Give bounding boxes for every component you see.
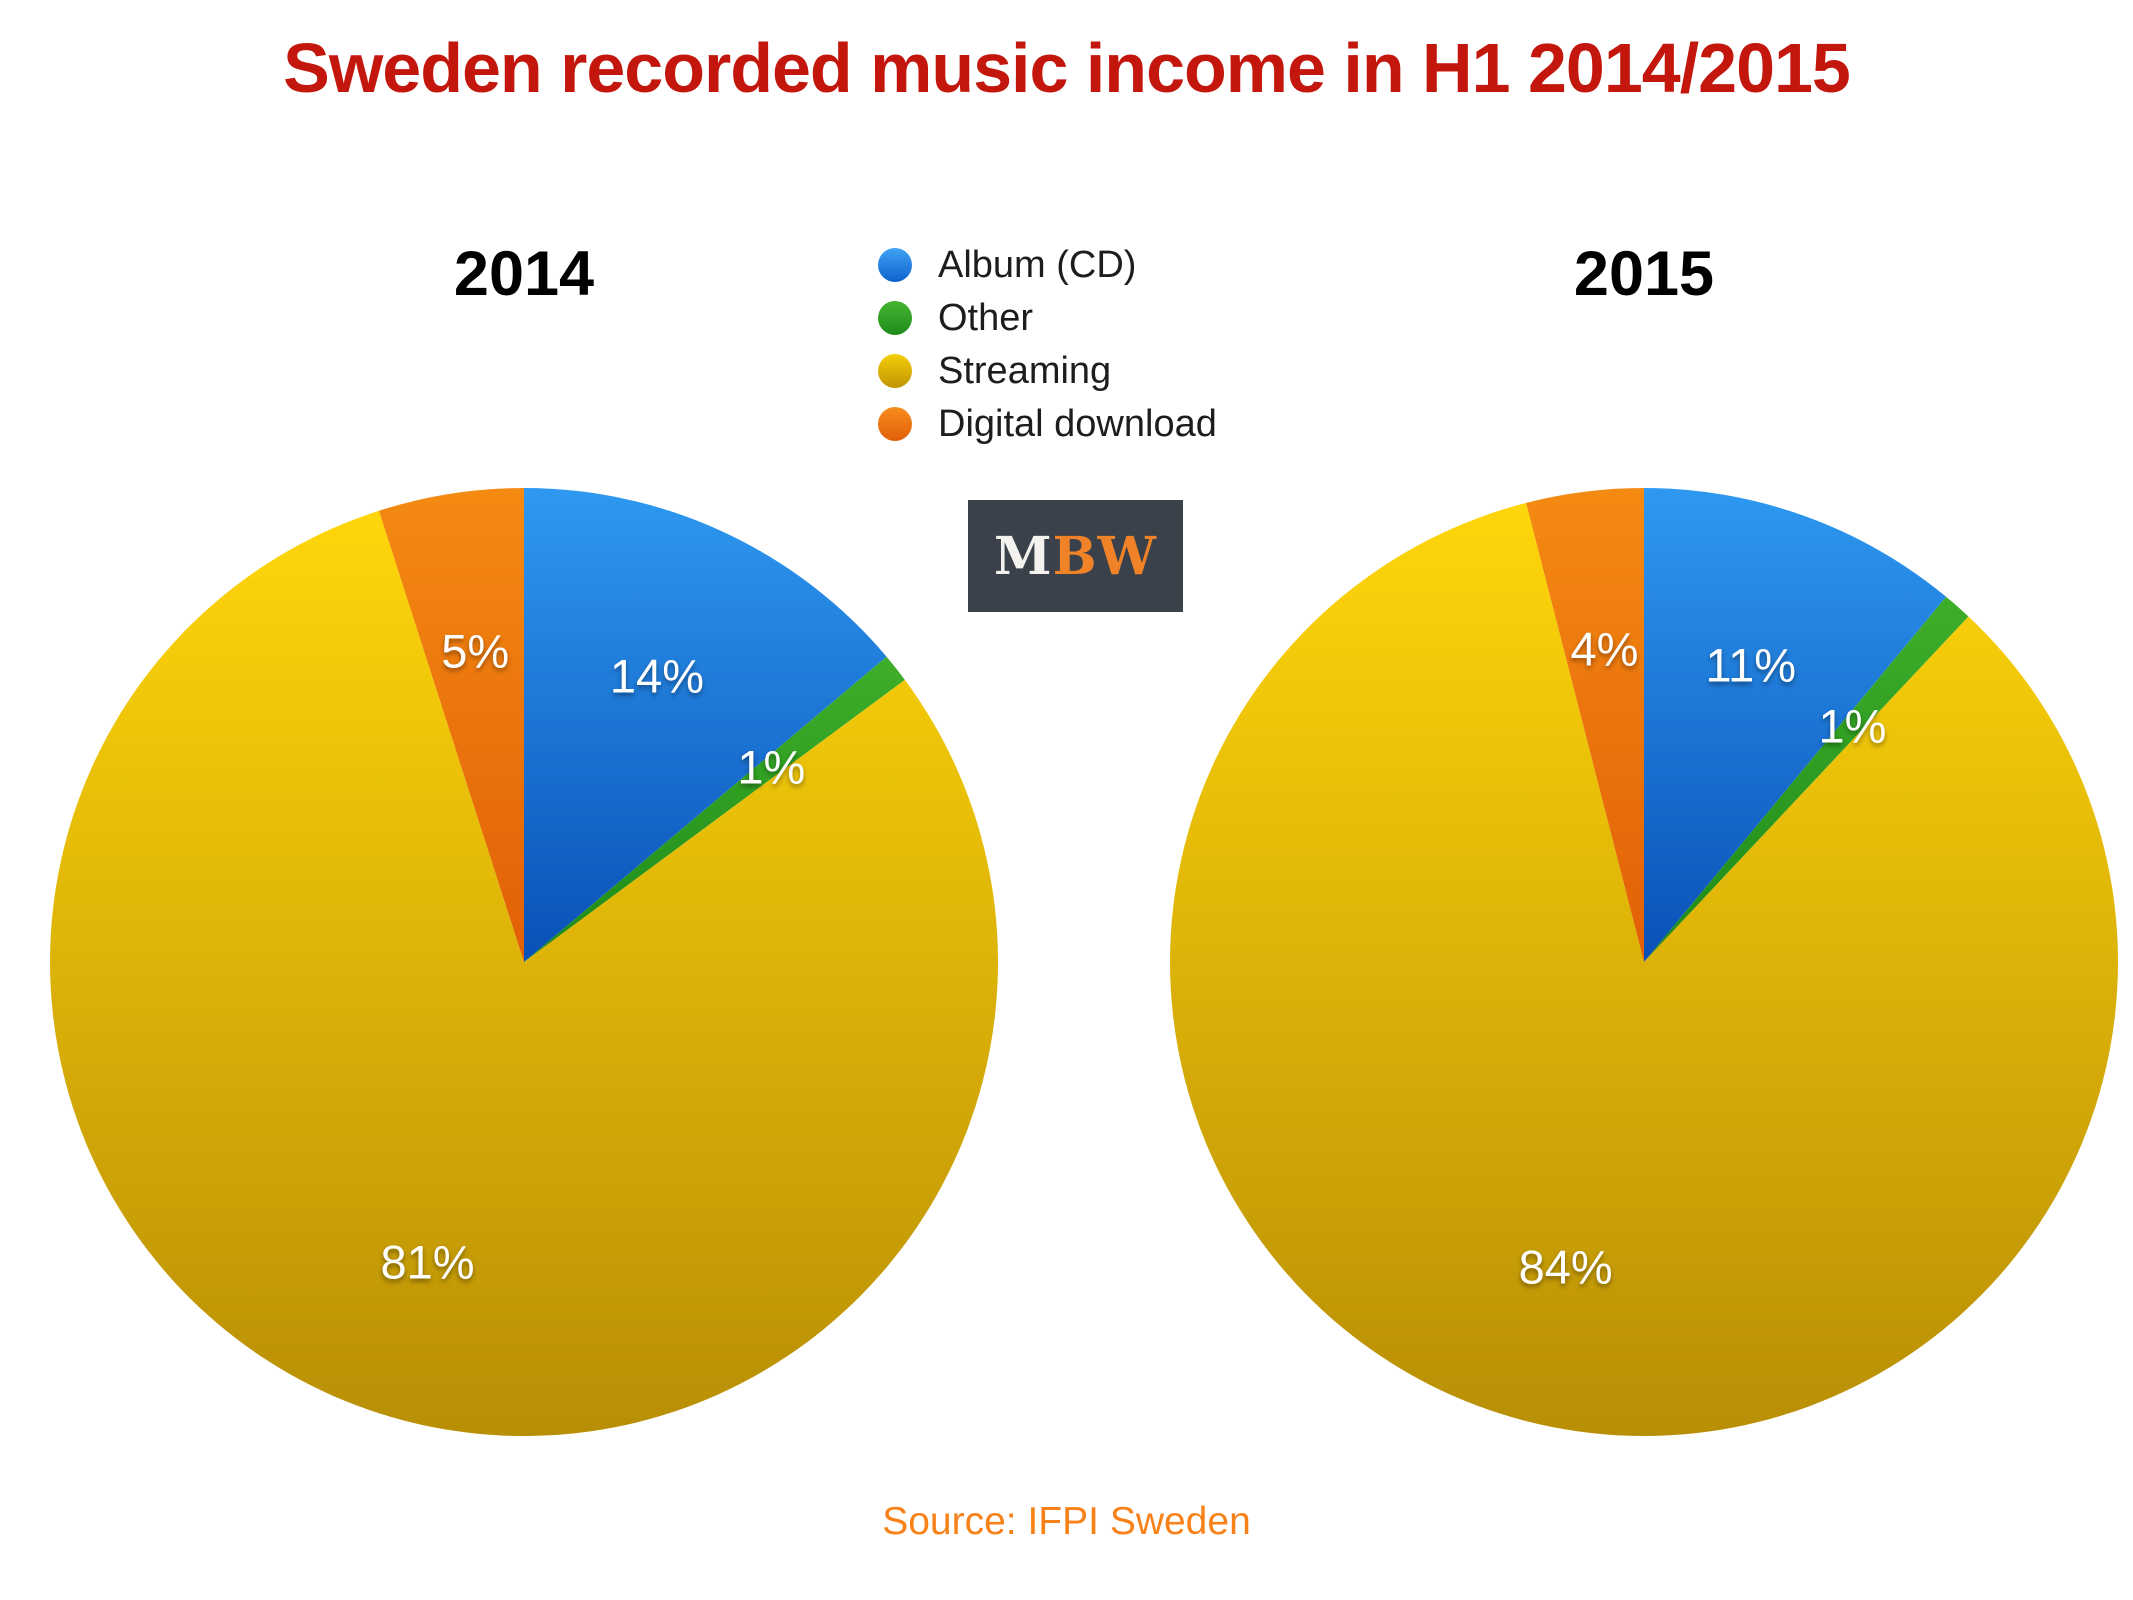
pie-title-2015: 2015 — [1573, 239, 1715, 309]
legend-item-other: Other — [878, 299, 1217, 337]
legend-label: Digital download — [938, 403, 1217, 445]
legend-item-digital-download: Digital download — [878, 405, 1217, 443]
pie-slice-streaming — [50, 510, 998, 1436]
legend-dot-digital-download — [878, 407, 912, 441]
mbw-logo-bw: BW — [1052, 525, 1157, 587]
pie-slice-other — [1644, 596, 1969, 962]
legend-dot-album-cd — [878, 248, 912, 282]
pie-slice-digital-download — [1526, 488, 1644, 962]
pie-slice-album-cd — [524, 488, 887, 962]
pie-slice-other — [524, 656, 905, 962]
legend-item-streaming: Streaming — [878, 352, 1217, 390]
pie-slice-streaming — [1170, 502, 2118, 1436]
pie-title-2014: 2014 — [453, 239, 595, 309]
pie-slice-album-cd — [1644, 488, 1947, 962]
mbw-logo-m: M — [994, 525, 1053, 587]
pie-slice-digital-download — [378, 488, 524, 962]
legend-item-album-cd: Album (CD) — [878, 246, 1217, 284]
legend-label: Album (CD) — [938, 244, 1137, 286]
pie-chart-2015: 11% 1% 84% 4% — [1170, 488, 2118, 1436]
pie-chart-2014: 14% 1% 81% 5% — [50, 488, 998, 1436]
mbw-logo: M BW — [968, 500, 1183, 612]
source-credit: Source: IFPI Sweden — [882, 1500, 1251, 1543]
chart-title: Sweden recorded music income in H1 2014/… — [283, 29, 1851, 107]
legend-label: Streaming — [938, 350, 1112, 392]
legend-label: Other — [938, 297, 1034, 339]
legend-dot-other — [878, 301, 912, 335]
legend-dot-streaming — [878, 354, 912, 388]
legend: Album (CD) Other Streaming Digital download — [878, 246, 1217, 458]
